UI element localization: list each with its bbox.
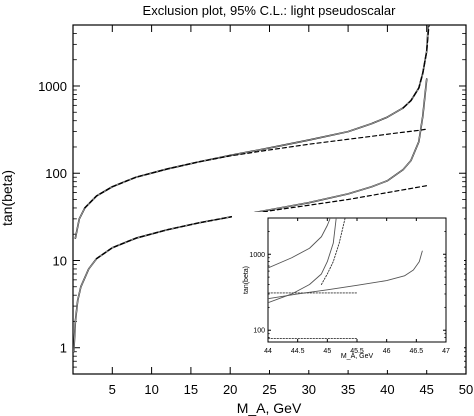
inset-series-line-6 (320, 218, 346, 285)
main-x-tick-label: 45 (419, 382, 433, 397)
main-x-tick-label: 15 (184, 382, 198, 397)
main-y-tick-label: 1 (60, 341, 67, 356)
inset-x-axis-label: M_A, GeV (341, 353, 374, 360)
y-axis-label: tan(beta) (0, 170, 15, 226)
main-x-tick-label: 40 (380, 382, 394, 397)
inset-y-axis-label: tan(beta) (243, 266, 250, 294)
main-x-tick-label: 10 (144, 382, 158, 397)
inset-series-line-2 (268, 218, 337, 304)
inset-x-tick-label: 46.5 (410, 348, 424, 355)
inset-x-tick-label: 45.5 (350, 348, 364, 355)
chart-title: Exclusion plot, 95% C.L.: light pseudosc… (143, 3, 397, 18)
inset-plot-frame (267, 217, 447, 343)
main-series-line-2 (74, 25, 429, 239)
inset-series-group (268, 218, 423, 339)
inset-x-tick-label: 44.5 (291, 348, 305, 355)
inset-plot: 44 44.5 45 45.5 46 46.5 47 100 1000 M_A, GeV tan(b… (232, 212, 464, 370)
main-x-tick-label: 5 (109, 382, 116, 397)
inset-y-tick-label: 100 (253, 328, 265, 335)
inset-x-tick-label: 44 (264, 348, 272, 355)
main-y-tick-label: 1000 (38, 79, 67, 94)
inset-x-tick-label: 45 (323, 348, 331, 355)
x-axis-label: M_A, GeV (237, 400, 302, 416)
main-x-tick-label: 35 (341, 382, 355, 397)
main-x-tick-label: 20 (223, 382, 237, 397)
main-series-line-4 (402, 25, 430, 109)
inset-x-tick-label: 47 (442, 348, 450, 355)
main-y-tick-label: 100 (45, 166, 67, 181)
inset-y-tick-label: 1000 (249, 252, 265, 259)
main-series-line-3 (84, 128, 428, 209)
inset-series-line-1 (268, 218, 331, 269)
main-series-group (73, 25, 430, 353)
main-x-tick-label: 30 (302, 382, 316, 397)
main-x-tick-label: 50 (459, 382, 473, 397)
inset-x-tick-label: 46 (383, 348, 391, 355)
main-x-tick-label: 25 (262, 382, 276, 397)
main-series-line-7 (95, 185, 428, 260)
main-y-tick-label: 10 (53, 253, 67, 268)
